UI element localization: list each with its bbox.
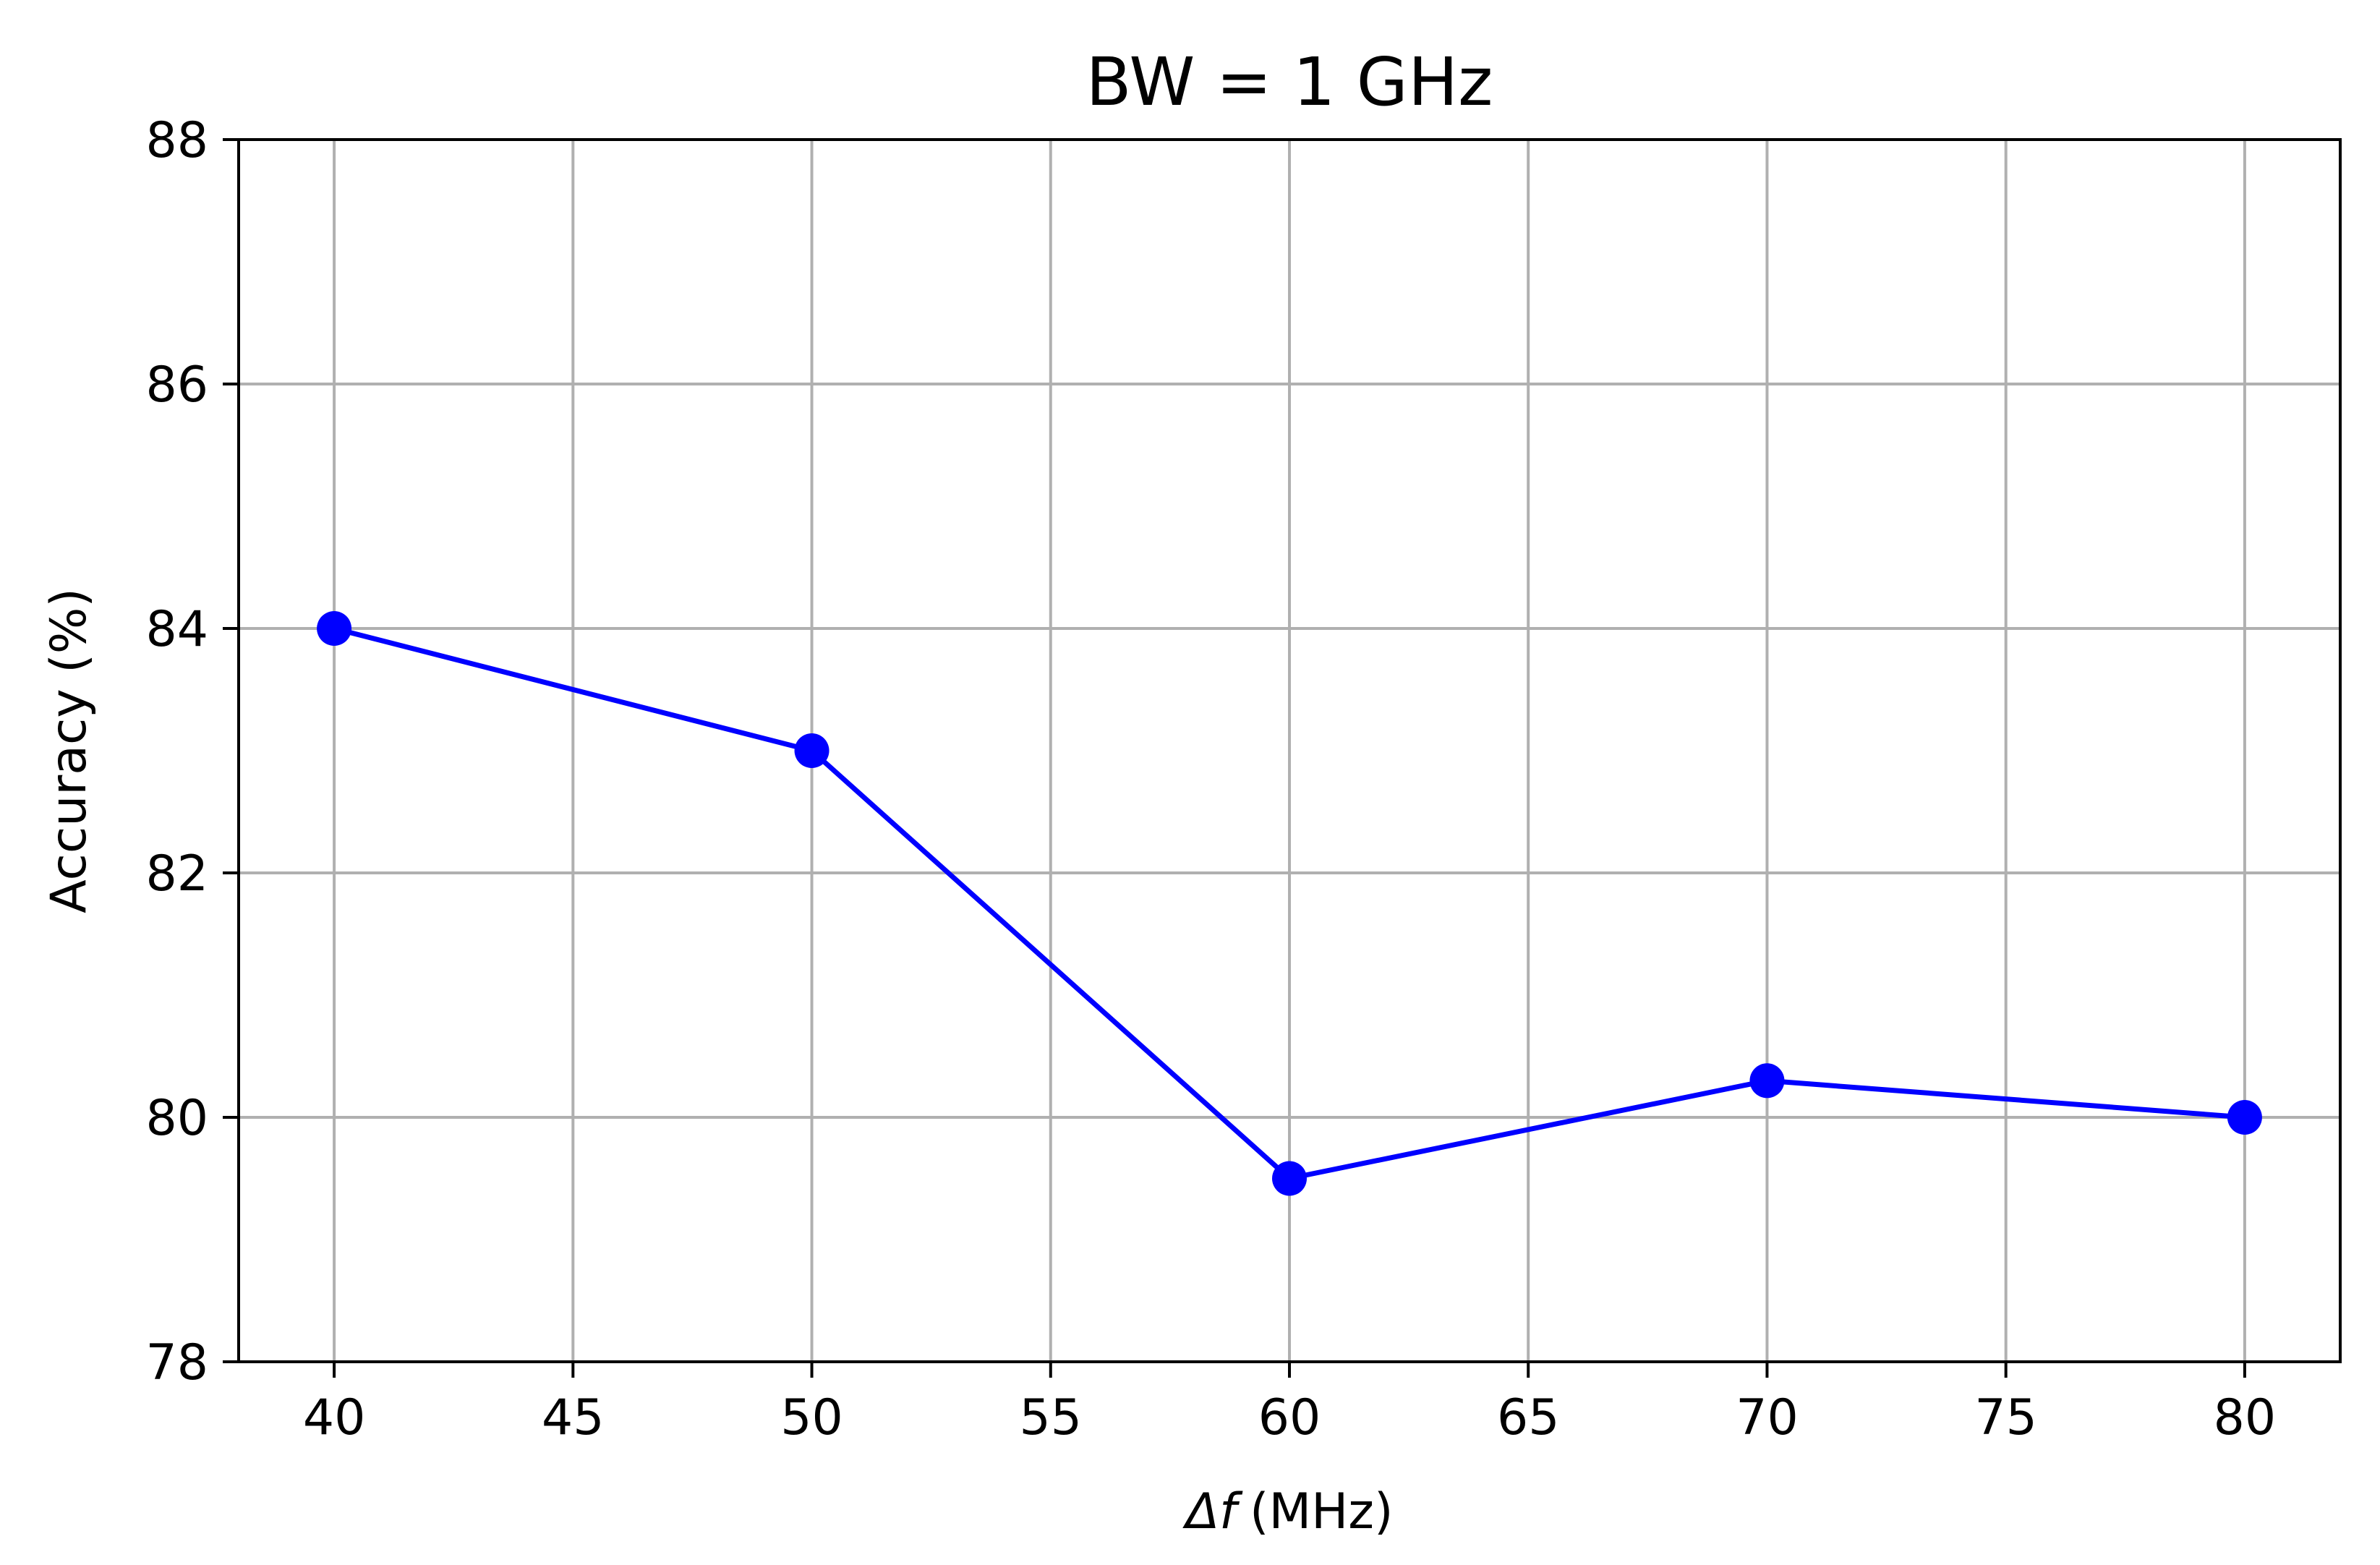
y-tick-label: 82 [145, 845, 208, 903]
axis-ticks [223, 138, 2246, 1378]
x-axis-label-unit: (MHz) [1250, 1483, 1394, 1540]
y-tick-label: 88 [145, 112, 208, 169]
data-point-marker [317, 611, 352, 646]
x-tick-label: 45 [542, 1389, 605, 1446]
x-tick-label: 70 [1736, 1389, 1799, 1446]
x-tick-label: 75 [1974, 1389, 2037, 1446]
x-tick-label: 55 [1020, 1389, 1083, 1446]
data-point-marker [1272, 1161, 1307, 1196]
x-axis-label: Δf (MHz) [1182, 1483, 1393, 1540]
y-tick-label: 78 [145, 1334, 208, 1391]
y-tick-label: 84 [145, 601, 208, 658]
y-axis-label: Accuracy (%) [40, 588, 98, 913]
data-point-marker [2227, 1100, 2262, 1135]
x-tick-label: 50 [780, 1389, 843, 1446]
data-point-marker [1749, 1063, 1785, 1099]
x-tick-label: 40 [303, 1389, 366, 1446]
x-axis-label-symbol: Δf [1182, 1483, 1243, 1540]
data-point-marker [794, 733, 829, 768]
y-tick-label: 86 [145, 357, 208, 414]
x-tick-label: 60 [1258, 1389, 1321, 1446]
plot-area-frame [237, 138, 2342, 1363]
x-axis-tick-labels: 40 45 50 55 60 65 70 75 80 [303, 1389, 2276, 1446]
y-axis-tick-labels: 78 80 82 84 86 88 [145, 112, 208, 1391]
y-tick-label: 80 [145, 1090, 208, 1147]
data-series [317, 611, 2262, 1196]
x-tick-label: 80 [2214, 1389, 2277, 1446]
chart-title: BW = 1 GHz [1086, 43, 1493, 121]
x-tick-label: 65 [1497, 1389, 1560, 1446]
